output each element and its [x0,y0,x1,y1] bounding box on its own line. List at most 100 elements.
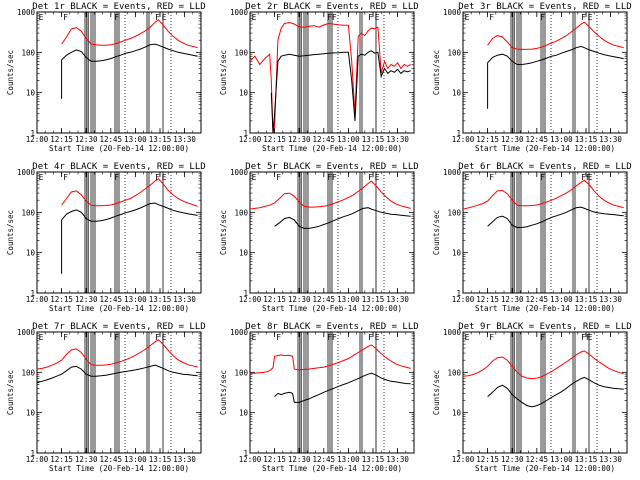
x-tick-label: 12:30 [75,135,98,144]
event-marker-label: F [63,333,68,342]
x-tick-label: 12:00 [239,295,262,304]
event-marker-label: E [588,173,593,182]
series-line-lld [463,179,624,210]
series-line-lld [61,178,198,207]
event-marker-label: E [588,333,593,342]
x-tick-label: 13:15 [149,135,172,144]
event-marker-label: F [540,13,545,22]
event-marker-label: FF [327,173,337,182]
x-tick-label: 13:15 [575,295,598,304]
x-tick-label: 12:45 [100,295,123,304]
x-tick-label: 12:15 [476,135,499,144]
x-tick-label: 12:00 [452,455,475,464]
event-marker-label: F [276,173,281,182]
x-tick-label: 12:30 [75,455,98,464]
chart-panel: Det 7r BLACK = Events, RED = LLD 1 10 100 10… [6,322,206,473]
x-tick-label: 13:30 [386,455,409,464]
x-tick-label: 12:15 [50,135,73,144]
chart-panel: Det 6r BLACK = Events, RED = LLD 1 10 100 10… [432,162,632,313]
y-tick-label: 1 [456,289,461,298]
x-tick-label: 13:30 [386,135,409,144]
event-marker-label: F [540,333,545,342]
event-marker-label: E [162,333,167,342]
x-tick-label: 13:00 [550,455,573,464]
event-marker-label: E [252,173,257,182]
event-marker-label: F [489,13,494,22]
y-tick-label: 100 [447,368,461,377]
x-tick-label: 13:30 [599,135,622,144]
event-marker-label: E [39,173,44,182]
x-tick-label: 12:30 [501,135,524,144]
chart-title: Det 1r BLACK = Events, RED = LLD [32,2,205,12]
event-marker-label: E [465,173,470,182]
x-tick-label: 12:45 [526,295,549,304]
y-axis-label: Counts/sec [219,210,228,255]
series-line-lld [250,21,411,133]
x-tick-label: 13:30 [599,295,622,304]
y-tick-label: 1 [243,129,248,138]
x-tick-label: 12:30 [288,455,311,464]
y-tick-label: 10 [239,89,249,98]
x-axis-label: Start Time (20-Feb-14 12:00:00) [262,464,402,473]
event-marker-label: E [39,333,44,342]
x-tick-label: 13:15 [149,295,172,304]
series-line-lld [37,339,198,370]
event-marker-label: FF [327,333,337,342]
y-axis-label: Counts/sec [432,370,441,415]
y-tick-label: 1000 [230,328,249,337]
x-tick-label: 13:00 [124,295,147,304]
y-tick-label: 10 [452,249,462,258]
series-line-lld [463,350,624,380]
series-line-events [274,207,411,229]
y-tick-label: 1000 [17,328,36,337]
x-tick-label: 13:00 [550,135,573,144]
event-marker-label: E [375,333,380,342]
y-tick-label: 10 [26,249,36,258]
event-marker-label: F [63,173,68,182]
y-tick-label: 100 [21,48,35,57]
chart-panel: Det 4r BLACK = Events, RED = LLD 1 10 100 10… [6,162,206,313]
chart-panel: Det 9r BLACK = Events, RED = LLD 1 10 100 10… [432,322,632,473]
y-axis-label: Counts/sec [6,50,15,95]
event-marker-label: F [114,333,119,342]
y-tick-label: 1 [30,289,35,298]
chart-title: Det 6r BLACK = Events, RED = LLD [458,162,631,172]
y-axis-label: Counts/sec [219,50,228,95]
event-marker-label: FF [327,13,337,22]
x-tick-label: 13:30 [599,455,622,464]
x-axis-label: Start Time (20-Feb-14 12:00:00) [262,304,402,313]
event-marker-label: F [276,333,281,342]
y-tick-label: 100 [447,208,461,217]
y-tick-label: 1000 [443,8,462,17]
x-tick-label: 13:00 [337,295,360,304]
event-marker-label: E [162,13,167,22]
x-tick-label: 13:15 [362,455,385,464]
event-marker-label: F [489,173,494,182]
y-tick-label: 1 [30,449,35,458]
series-line-events [487,45,624,109]
x-tick-label: 12:15 [50,295,73,304]
x-tick-label: 12:30 [501,295,524,304]
event-marker-label: E [39,13,44,22]
x-tick-label: 13:15 [362,135,385,144]
event-marker-label: FF [581,173,591,182]
event-marker-label: F [368,13,373,22]
series-line-events [61,202,198,274]
y-tick-label: 100 [21,368,35,377]
x-tick-label: 13:15 [575,135,598,144]
series-line-events [487,206,624,228]
y-tick-label: 100 [234,48,248,57]
x-tick-label: 13:00 [550,295,573,304]
event-marker-label: F [276,13,281,22]
event-marker-label: F [489,333,494,342]
chart-title: Det 9r BLACK = Events, RED = LLD [458,322,631,332]
chart-panel: Det 1r BLACK = Events, RED = LLD 1 10 100 10… [6,2,206,153]
x-tick-label: 13:30 [386,295,409,304]
chart-title: Det 8r BLACK = Events, RED = LLD [245,322,418,332]
x-tick-label: 12:30 [75,295,98,304]
event-marker-label: F [155,173,160,182]
event-marker-label: E [588,13,593,22]
x-tick-label: 13:00 [124,455,147,464]
chart-panel: Det 5r BLACK = Events, RED = LLD 1 10 100 10… [219,162,419,313]
